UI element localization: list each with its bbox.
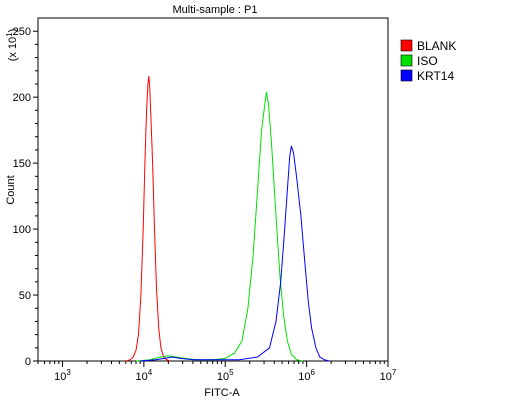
x-tick-label: 105	[217, 368, 234, 383]
y-axis: 0 50 100 150 200 250	[13, 26, 38, 368]
y-axis-multiplier: (x 101)	[5, 29, 19, 62]
y-tick-label: 200	[13, 92, 31, 104]
y-axis-label: Count	[5, 175, 17, 204]
y-mult-exp: 1	[5, 32, 14, 37]
x-tick-label: 106	[298, 368, 315, 383]
legend-swatch-krt14	[400, 69, 413, 82]
legend-label-blank: BLANK	[417, 39, 456, 53]
y-tick-label: 250	[13, 26, 31, 38]
x-tick-label: 103	[54, 368, 71, 383]
y-mult-suffix: )	[7, 29, 19, 33]
legend-label-krt14: KRT14	[417, 69, 454, 83]
y-mult-prefix: (x 10	[7, 37, 19, 61]
series-line-blank	[125, 75, 171, 362]
series-line-iso	[135, 91, 303, 362]
chart-title: Multi-sample : P1	[173, 4, 258, 16]
legend-swatch-blank	[400, 39, 413, 52]
y-tick-label: 100	[13, 224, 31, 236]
legend-label-iso: ISO	[417, 54, 438, 68]
series-layer	[125, 75, 330, 362]
plot-frame	[37, 17, 389, 362]
y-tick-label: 0	[25, 356, 31, 368]
y-tick-label: 50	[19, 290, 31, 302]
series-line-krt14	[140, 145, 330, 362]
x-axis-label: FITC-A	[204, 387, 240, 399]
legend-swatch-iso	[400, 54, 413, 67]
y-tick-label: 150	[13, 158, 31, 170]
x-axis: 103 104 105 106 107	[37, 361, 397, 383]
x-tick-label: 104	[136, 368, 153, 383]
x-tick-label: 107	[380, 368, 397, 383]
